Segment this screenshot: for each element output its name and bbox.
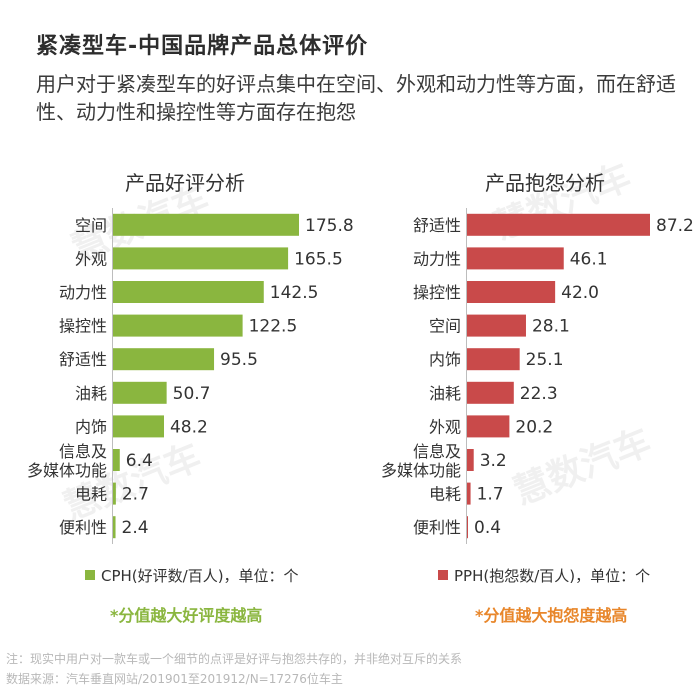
- praise-bar: [113, 281, 264, 303]
- praise-category-label: 信息及: [59, 442, 107, 461]
- complaint-bar: [467, 247, 564, 270]
- praise-bar: [113, 415, 164, 438]
- praise-value-label: 6.4: [126, 451, 153, 471]
- praise-value-label: 122.5: [249, 317, 298, 337]
- footnote-remark: 注：现实中用户对一款车或一个细节的点评是好评与抱怨共存的，并非绝对互斥的关系: [6, 652, 463, 666]
- praise-category-label: 舒适性: [59, 350, 107, 369]
- complaint-category-label: 操控性: [413, 283, 461, 302]
- complaint-value-label: 46.1: [570, 249, 608, 269]
- praise-category-label: 多媒体功能: [27, 461, 107, 480]
- praise-category-label: 动力性: [59, 283, 107, 302]
- praise-value-label: 175.8: [305, 216, 354, 236]
- praise-value-label: 165.5: [294, 249, 343, 269]
- complaint-category-label: 动力性: [413, 249, 461, 268]
- praise-category-label: 油耗: [75, 384, 107, 403]
- complaint-category-label: 多媒体功能: [381, 461, 461, 480]
- complaint-value-label: 87.2: [656, 216, 694, 236]
- praise-bar: [113, 348, 215, 371]
- complaint-bar: [467, 213, 650, 236]
- complaint-legend-label: PPH(抱怨数/百人)，单位：个: [454, 567, 650, 585]
- praise-footnote: *分值越大好评度越高: [110, 606, 262, 625]
- complaint-category-label: 舒适性: [413, 216, 461, 235]
- page-subtitle: 用户对于紧凑型车的好评点集中在空间、外观和动力性等方面，而在舒适性、动力性和操控…: [36, 72, 676, 124]
- complaint-bar: [467, 449, 474, 471]
- complaint-value-label: 28.1: [532, 317, 570, 337]
- complaint-category-label: 电耗: [429, 485, 461, 504]
- praise-bar: [113, 482, 116, 505]
- praise-category-label: 便利性: [59, 518, 107, 537]
- complaint-bar: [467, 415, 510, 438]
- praise-bar: [113, 247, 289, 270]
- praise-value-label: 2.7: [122, 485, 149, 505]
- praise-category-label: 内饰: [75, 417, 107, 436]
- praise-category-label: 外观: [75, 249, 107, 268]
- complaint-value-label: 3.2: [480, 451, 507, 471]
- complaint-category-label: 内饰: [429, 350, 461, 369]
- complaint-category-label: 外观: [429, 417, 461, 436]
- complaint-category-label: 便利性: [413, 518, 461, 537]
- praise-legend-label: CPH(好评数/百人)，单位：个: [101, 567, 299, 585]
- complaint-bar: [467, 381, 514, 404]
- praise-bar: [113, 213, 299, 236]
- complaint-value-label: 42.0: [561, 283, 599, 303]
- praise-legend-swatch: [85, 570, 95, 580]
- complaint-value-label: 25.1: [526, 350, 564, 370]
- data-source: 数据来源：汽车垂直网站/201901至201912/N=17276位车主: [6, 672, 343, 686]
- complaint-category-label: 油耗: [429, 384, 461, 403]
- complaint-value-label: 22.3: [520, 384, 558, 404]
- complaint-legend-swatch: [438, 570, 448, 580]
- complaint-bar: [467, 482, 471, 505]
- praise-value-label: 50.7: [173, 384, 211, 404]
- complaint-bar: [467, 281, 556, 303]
- complaint-chart-title: 产品抱怨分析: [485, 171, 605, 195]
- praise-value-label: 48.2: [170, 417, 208, 437]
- complaint-category-label: 信息及: [413, 442, 461, 461]
- praise-value-label: 142.5: [270, 283, 319, 303]
- praise-bar: [113, 381, 167, 404]
- praise-category-label: 空间: [75, 216, 107, 235]
- praise-category-label: 操控性: [59, 317, 107, 336]
- complaint-footnote: *分值越大抱怨度越高: [475, 606, 627, 625]
- praise-category-label: 电耗: [75, 485, 107, 504]
- praise-value-label: 2.4: [122, 518, 149, 538]
- page-title: 紧凑型车-中国品牌产品总体评价: [36, 34, 369, 59]
- complaint-bar: [467, 314, 526, 337]
- complaint-category-label: 空间: [429, 317, 461, 336]
- praise-value-label: 95.5: [220, 350, 258, 370]
- praise-bar: [113, 314, 243, 337]
- complaint-value-label: 1.7: [477, 485, 504, 505]
- complaint-bar: [467, 348, 520, 371]
- complaint-value-label: 20.2: [515, 417, 553, 437]
- praise-bar: [113, 449, 120, 471]
- complaint-value-label: 0.4: [474, 518, 501, 538]
- complaint-bar: [467, 516, 468, 539]
- praise-chart-title: 产品好评分析: [125, 171, 245, 195]
- praise-bar: [113, 516, 116, 539]
